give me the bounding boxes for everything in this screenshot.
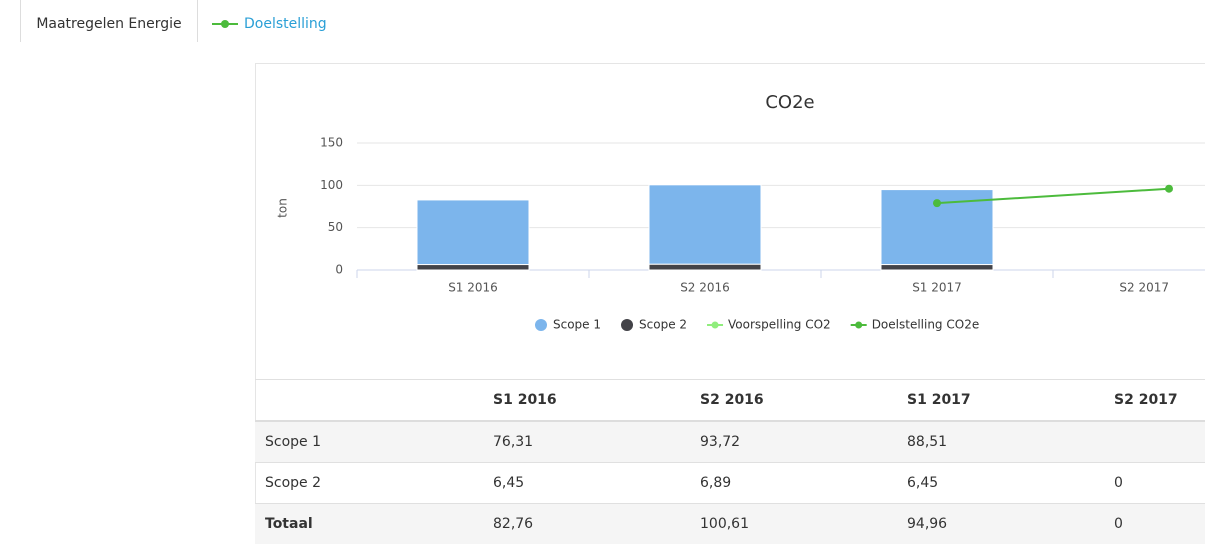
cell: 94,96 xyxy=(897,504,1104,544)
bar xyxy=(417,200,529,265)
chart-title: CO2e xyxy=(765,92,814,113)
cell: 100,61 xyxy=(690,504,897,544)
cell: 82,76 xyxy=(483,504,690,544)
chart: CO2e ton 0 50 100 150 S1 2016 S2 2016 S1 2017 S… xyxy=(255,63,1205,379)
cell: 0 xyxy=(1104,504,1205,544)
tab[interactable]: Doelstelling xyxy=(212,14,327,34)
point xyxy=(933,199,941,207)
bar xyxy=(649,185,761,264)
legend-label: Voorspelling CO2 xyxy=(728,318,831,332)
x-tick-label: S2 2017 xyxy=(1119,281,1169,295)
bar xyxy=(649,264,761,270)
row-label: Scope 2 xyxy=(255,463,483,504)
cell: 6,89 xyxy=(690,463,897,504)
header-cell: S1 2016 xyxy=(483,380,690,422)
row-label: Totaal xyxy=(255,504,483,544)
header-cell: S2 2016 xyxy=(690,380,897,422)
legend-marker xyxy=(621,319,633,331)
cell: 0 xyxy=(1104,463,1205,504)
y-tick-label: 50 xyxy=(328,220,343,234)
legend-label: Scope 1 xyxy=(553,318,601,332)
cell: 93,72 xyxy=(690,421,897,463)
row-label: Scope 1 xyxy=(255,421,483,463)
y-tick-label: 0 xyxy=(335,263,343,277)
y-tick-label: 150 xyxy=(320,136,343,150)
cell: 76,31 xyxy=(483,421,690,463)
bar xyxy=(417,265,529,270)
legend-label: Scope 2 xyxy=(639,318,687,332)
legend-label: Doelstelling CO2e xyxy=(872,318,980,332)
cell xyxy=(1104,421,1205,463)
header-cell: S1 2017 xyxy=(897,380,1104,422)
cell: 88,51 xyxy=(897,421,1104,463)
y-axis-label: ton xyxy=(276,198,290,218)
legend-marker xyxy=(712,322,719,329)
tab[interactable]: Maatregelen Energie xyxy=(20,0,198,42)
header-cell xyxy=(255,380,483,422)
header-cell: S2 2017 xyxy=(1104,380,1205,422)
x-tick-label: S2 2016 xyxy=(680,281,730,295)
y-tick-label: 100 xyxy=(320,178,343,192)
tab-icon xyxy=(212,19,238,29)
legend-marker xyxy=(535,319,547,331)
cell: 6,45 xyxy=(897,463,1104,504)
cell: 6,45 xyxy=(483,463,690,504)
x-tick-label: S1 2016 xyxy=(448,281,498,295)
tab-label: Doelstelling xyxy=(244,16,327,32)
x-tick-label: S1 2017 xyxy=(912,281,962,295)
point xyxy=(1165,185,1173,193)
legend-marker xyxy=(855,322,862,329)
bar xyxy=(881,265,993,270)
